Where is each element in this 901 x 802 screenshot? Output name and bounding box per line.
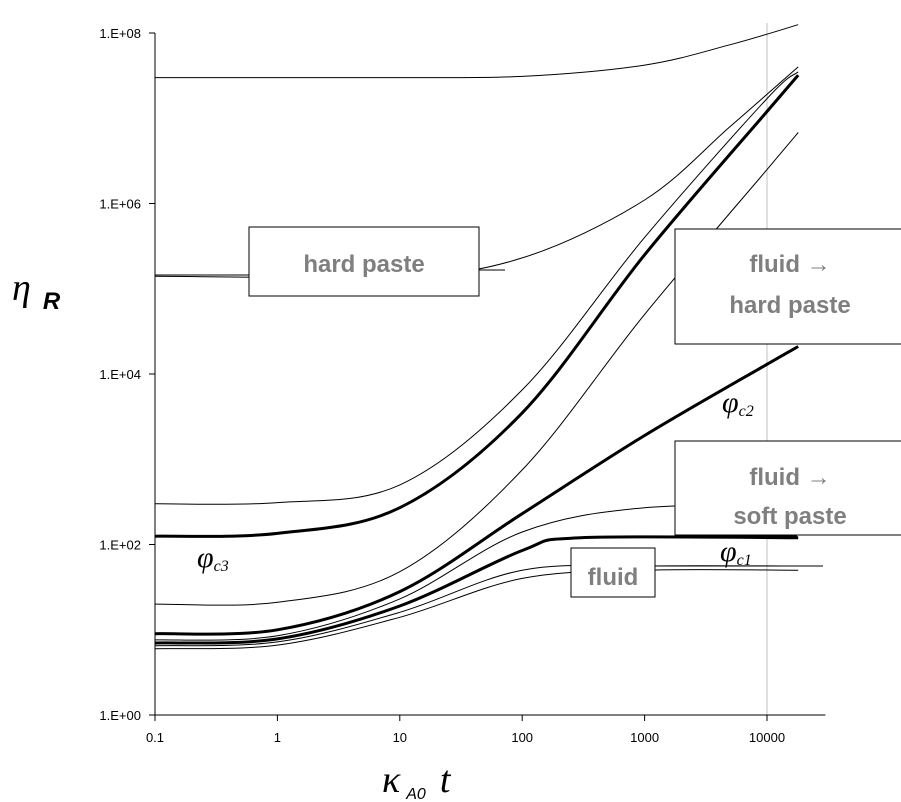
y-tick-label-4: 1.E+08 xyxy=(99,26,141,41)
label-phi-c1: φc1 xyxy=(720,535,752,569)
series-line-7 xyxy=(154,535,799,645)
y-tick-label-3: 1.E+06 xyxy=(99,197,141,212)
x-tick-label-3: 100 xyxy=(511,730,533,745)
y-tick-label-2: 1.E+04 xyxy=(99,367,141,382)
label-phi-c3: φc3 xyxy=(197,541,229,575)
box-hard-paste: hard paste xyxy=(248,226,480,297)
box-hard-paste-text: hard paste xyxy=(303,251,424,278)
label-phi-c2: φc2 xyxy=(722,386,754,420)
series-layer xyxy=(154,24,823,650)
series-line-9 xyxy=(154,569,799,650)
x-tick-label-4: 1000 xyxy=(630,730,659,745)
box-fluid-text: fluid xyxy=(588,564,639,591)
x-tick-label-1: 1 xyxy=(274,730,281,745)
box-fluid-hard-paste-line2: hard paste xyxy=(729,292,850,319)
x-tick-label-2: 10 xyxy=(393,730,407,745)
box-fluid: fluid xyxy=(570,547,656,598)
box-fluid-soft-paste-line1: fluid → xyxy=(749,464,830,491)
series-line-6 xyxy=(154,504,799,641)
series-line-2 xyxy=(154,71,799,505)
x-tick-label-0: 0.1 xyxy=(146,730,164,745)
series-line-4 xyxy=(154,132,799,606)
series-line-3 xyxy=(154,74,800,538)
series-line-0 xyxy=(154,24,799,79)
box-fluid-soft-paste: fluid → soft paste xyxy=(674,440,901,536)
box-fluid-soft-paste-line2: soft paste xyxy=(733,503,846,530)
box-fluid-hard-paste-line1: fluid → xyxy=(749,251,830,278)
x-tick-label-5: 10000 xyxy=(749,730,785,745)
x-axis-title: κ A0 t xyxy=(382,759,452,802)
axes-layer: 0.1 1 10 100 1000 10000 1.E+00 1.E+02 1.E+04 1.E+… xyxy=(99,26,826,745)
box-fluid-hard-paste: fluid → hard paste xyxy=(674,228,901,345)
series-line-5 xyxy=(154,345,799,636)
y-tick-label-0: 1.E+00 xyxy=(99,708,141,723)
y-tick-label-1: 1.E+02 xyxy=(99,538,141,553)
